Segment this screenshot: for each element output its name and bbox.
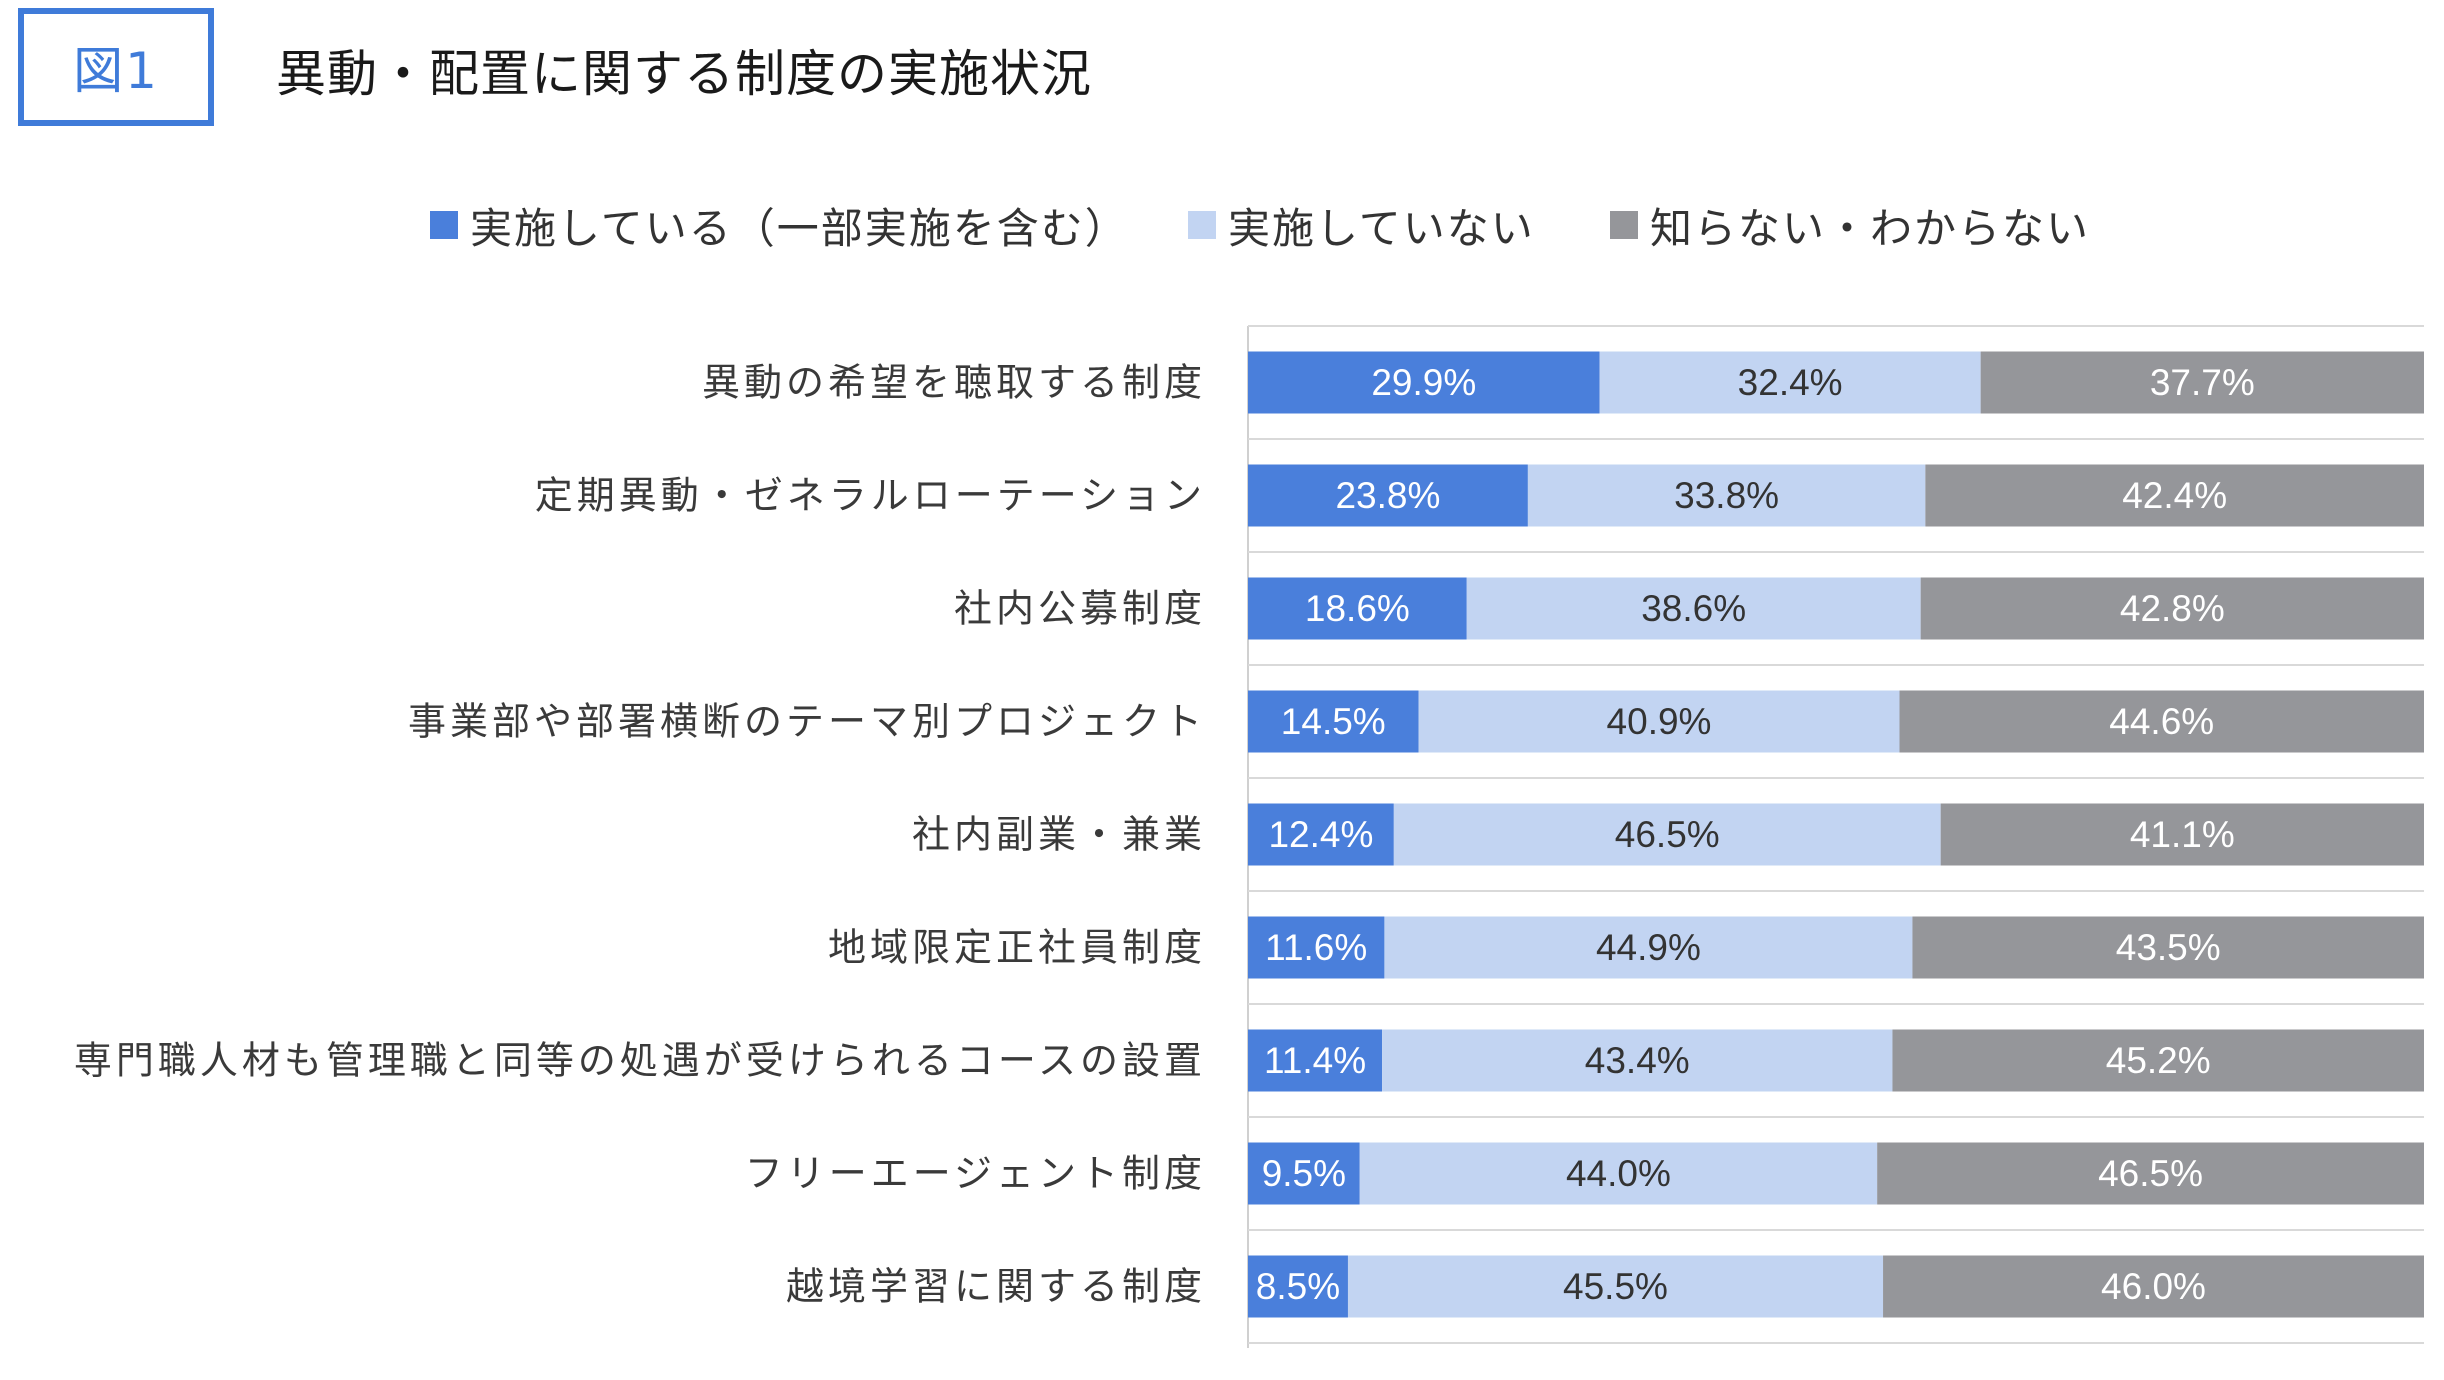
data-label: 32.4% [1738,362,1843,403]
bar-segment [1384,916,1913,979]
data-label: 23.8% [1335,475,1440,516]
bar-segment [1877,1142,2424,1205]
category-label: 地域限定正社員制度 [828,926,1206,970]
data-label: 12.4% [1268,814,1373,855]
bar-segment [1920,577,2424,640]
bar-segment [1248,690,1419,753]
bar-segment [1359,1142,1878,1205]
legend-swatch-implemented [430,211,458,239]
data-label: 14.5% [1281,701,1386,742]
category-label: フリーエージェント制度 [745,1152,1206,1196]
chart-title: 異動・配置に関する制度の実施状況 [276,45,1092,103]
category-label: 専門職人材も管理職と同等の処遇が受けられるコースの設置 [74,1039,1206,1083]
data-label: 44.9% [1596,927,1701,968]
bar-segment [1248,351,1600,414]
legend-item-implemented: 実施している（一部実施を含む） [430,190,1129,260]
data-label: 46.5% [2098,1153,2203,1194]
legend-swatch-unknown [1610,211,1638,239]
bar-segment [1892,1029,2424,1092]
bar-segment [1899,690,2424,753]
category-label: 社内副業・兼業 [912,813,1206,857]
category-label: 越境学習に関する制度 [786,1265,1206,1309]
data-label: 46.5% [1615,814,1720,855]
data-label: 38.6% [1641,588,1746,629]
data-label: 8.5% [1256,1266,1340,1307]
data-label: 41.1% [2130,814,2235,855]
data-label: 46.0% [2101,1266,2206,1307]
category-label: 異動の希望を聴取する制度 [702,361,1206,405]
data-label: 44.6% [2109,701,2214,742]
legend-swatch-not-implemented [1188,211,1216,239]
data-label: 43.5% [2116,927,2221,968]
data-label: 40.9% [1607,701,1712,742]
bar-segment [1599,351,1981,414]
data-label: 45.2% [2106,1040,2211,1081]
bar-segment [1248,1142,1360,1205]
data-label: 44.0% [1566,1153,1671,1194]
bar-segment [1466,577,1921,640]
bar-segment [1980,351,2424,414]
bar-segment [1248,577,1467,640]
data-label: 43.4% [1585,1040,1690,1081]
data-label: 33.8% [1674,475,1779,516]
bar-segment [1248,803,1394,866]
data-label: 45.5% [1563,1266,1668,1307]
legend-label-unknown: 知らない・わからない [1650,203,2091,253]
data-label: 9.5% [1262,1153,1346,1194]
bar-segment [1248,1255,1348,1318]
legend: 実施している（一部実施を含む） 実施していない 知らない・わからない [0,190,2444,260]
data-label: 18.6% [1305,588,1410,629]
bar-segment [1940,803,2424,866]
bar-segment [1418,690,1900,753]
bar-segment [1382,1029,1893,1092]
bar-segment [1393,803,1941,866]
bar-segment [1925,464,2424,527]
data-label: 37.7% [2150,362,2255,403]
figure-label: 図1 [18,8,214,126]
bar-segment [1912,916,2424,979]
category-label: 社内公募制度 [954,587,1206,631]
bar-segment [1347,1255,1884,1318]
bar-segment [1527,464,1926,527]
data-label: 29.9% [1371,362,1476,403]
bar-segment [1248,916,1385,979]
legend-item-unknown: 知らない・わからない [1610,190,2090,260]
legend-label-not-implemented: 実施していない [1228,203,1535,253]
bar-segment [1883,1255,2424,1318]
legend-item-not-implemented: 実施していない [1188,190,1535,260]
legend-label-implemented: 実施している（一部実施を含む） [470,203,1129,253]
bar-segment [1248,464,1528,527]
data-label: 42.8% [2120,588,2225,629]
bar-segment [1248,1029,1383,1092]
data-label: 42.4% [2122,475,2227,516]
data-label: 11.4% [1264,1040,1366,1081]
category-label: 事業部や部署横断のテーマ別プロジェクト [408,700,1206,744]
category-label: 定期異動・ゼネラルローテーション [535,474,1206,518]
data-label: 11.6% [1265,927,1367,968]
